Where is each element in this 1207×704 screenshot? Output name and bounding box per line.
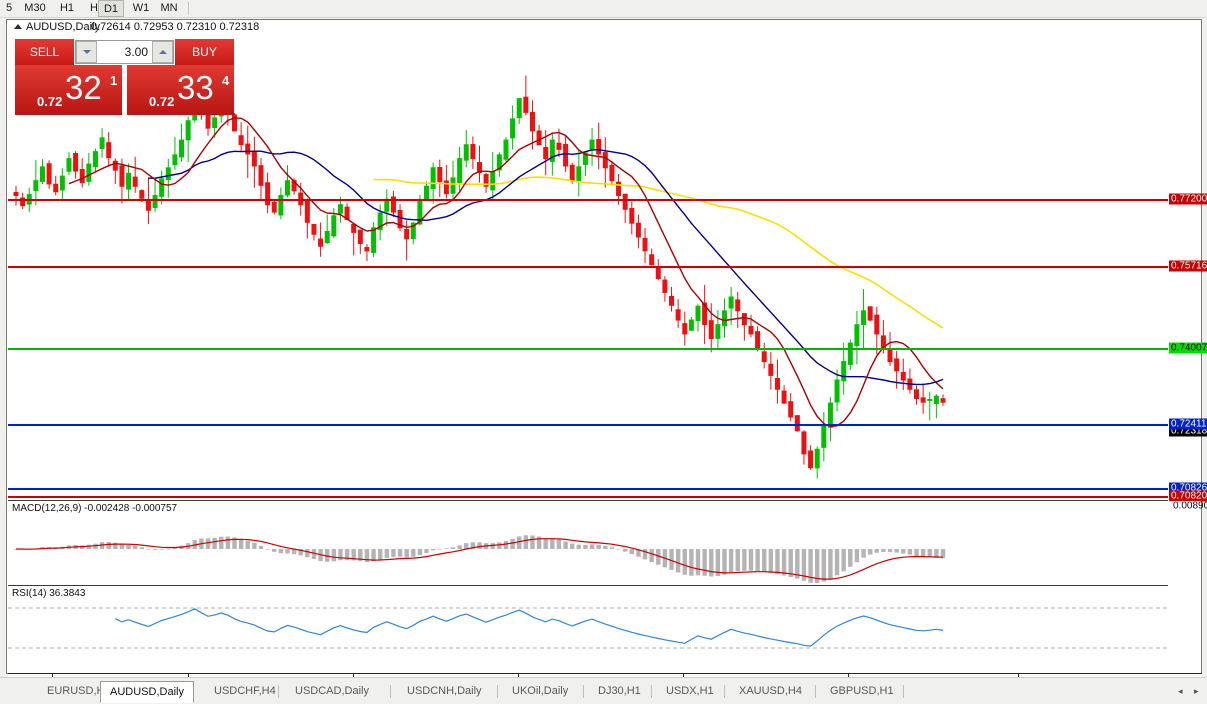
- volume-input[interactable]: 3.00: [124, 45, 148, 59]
- rsi-plot: [8, 607, 1168, 649]
- level-line-072411[interactable]: [8, 424, 1168, 426]
- rsi-axis[interactable]: 100 70 30 0: [1168, 586, 1201, 673]
- tab-audusd-daily[interactable]: AUDUSD,Daily: [100, 681, 194, 703]
- chart-area: AUDUSD,Daily 0.72614 0.72953 0.72310 0.7…: [6, 19, 1207, 695]
- timeframe-d1[interactable]: D1: [98, 0, 124, 17]
- price-badge-077200: 0.77200: [1169, 193, 1207, 205]
- price-badge-070826: 0.70826: [1169, 482, 1207, 494]
- price-badge-072318: 0.72318: [1169, 425, 1207, 437]
- timeframe-m15[interactable]: 5: [5, 2, 13, 14]
- price-badge-075716: 0.75716: [1169, 260, 1207, 272]
- sell-price-point: 1: [110, 73, 118, 88]
- oct-controls-row: SELL 3.00 BUY: [15, 39, 234, 65]
- sell-button[interactable]: SELL: [15, 39, 74, 65]
- tab-usdcnh-daily[interactable]: USDCNH,Daily: [407, 685, 482, 697]
- price-badge-070820: 0.70820: [1169, 490, 1207, 502]
- volume-stepper[interactable]: 3.00: [75, 40, 174, 64]
- level-line-075716[interactable]: [8, 266, 1168, 268]
- chart-tab-strip: EURUSD,H4 AUDUSD,Daily USDCHF,H4 USDCAD,…: [0, 677, 1207, 704]
- macd-indicator-label: MACD(12,26,9) -0.002428 -0.000757: [12, 503, 178, 514]
- timeframe-toolbar: 5 M30 H1 H4 D1 W1 MN: [0, 0, 1207, 18]
- sell-price-quote[interactable]: 0.72 32 1: [15, 65, 122, 115]
- sell-price-prefix: 0.72: [37, 94, 63, 109]
- timeframe-h1[interactable]: H1: [59, 2, 75, 14]
- macd-signal-line: [15, 538, 944, 580]
- tab-gbpusd-h1[interactable]: GBPUSD,H1: [830, 685, 894, 697]
- tab-scroll-left-button[interactable]: ◂: [1178, 686, 1183, 696]
- level-line-077200[interactable]: [8, 199, 1168, 201]
- rsi-indicator-label: RSI(14) 36.3843: [12, 588, 86, 599]
- buy-button[interactable]: BUY: [175, 39, 234, 65]
- buy-price-point: 4: [222, 73, 230, 88]
- rsi-pane: [8, 586, 1168, 673]
- toolbar-separator: [188, 2, 189, 15]
- timeframe-w1[interactable]: W1: [132, 2, 150, 14]
- macd-plot: [13, 535, 946, 583]
- macd-axis-label: 0.008904: [1173, 500, 1207, 512]
- price-badge-072411: 0.72411: [1169, 418, 1207, 430]
- macd-axis[interactable]: 0.008904 0.00 -0.00701: [1168, 501, 1207, 584]
- rsi-pane-divider: [8, 585, 1168, 586]
- ma-fast-line: [68, 117, 944, 428]
- volume-decrement-button[interactable]: [76, 41, 97, 63]
- volume-increment-button[interactable]: [152, 41, 173, 63]
- timeframe-mn[interactable]: MN: [160, 2, 178, 14]
- buy-price-prefix: 0.72: [149, 94, 175, 109]
- tab-usdx-h1[interactable]: USDX,H1: [666, 685, 714, 697]
- candlestick-series: [13, 75, 946, 479]
- tab-scroll-right-button[interactable]: ▸: [1194, 686, 1199, 696]
- timeframe-m30[interactable]: M30: [24, 2, 46, 14]
- price-plot: [13, 75, 946, 479]
- one-click-trading-panel[interactable]: SELL 3.00 BUY 0.72 32 1 0.72: [15, 39, 234, 115]
- level-line-074007[interactable]: [8, 348, 1168, 350]
- macd-pane-divider: [8, 500, 1168, 501]
- level-line-070826[interactable]: [8, 488, 1168, 490]
- chart-header: AUDUSD,Daily 0.72614 0.72953 0.72310 0.7…: [7, 20, 1201, 34]
- tab-usdchf-h4[interactable]: USDCHF,H4: [214, 685, 276, 697]
- tab-dj30-h1[interactable]: DJ30,H1: [598, 685, 641, 697]
- ma-mid-line: [148, 148, 944, 386]
- tab-ukoil-daily[interactable]: UKOil,Daily: [512, 685, 569, 697]
- triangle-up-icon[interactable]: [14, 24, 22, 29]
- macd-pane: [8, 501, 1168, 584]
- price-badge-074007: 0.74007: [1169, 342, 1207, 354]
- caret-up-icon: [158, 50, 167, 54]
- level-line-070820[interactable]: [8, 496, 1168, 498]
- buy-price-quote[interactable]: 0.72 33 4: [127, 65, 234, 115]
- chart-ohlc-values: 0.72614 0.72953 0.72310 0.72318: [91, 21, 260, 33]
- tab-usdcad-daily[interactable]: USDCAD,Daily: [295, 685, 369, 697]
- sell-price-big: 32: [65, 69, 102, 106]
- tab-xauusd-h4[interactable]: XAUUSD,H4: [739, 685, 802, 697]
- caret-down-icon: [82, 50, 91, 54]
- ma-slow-line: [373, 176, 944, 329]
- tab-eurusd-h4[interactable]: EURUSD,H4: [47, 685, 111, 697]
- chart-symbol-title: AUDUSD,Daily: [26, 21, 100, 33]
- buy-price-big: 33: [177, 69, 214, 106]
- rsi-line: [115, 608, 944, 647]
